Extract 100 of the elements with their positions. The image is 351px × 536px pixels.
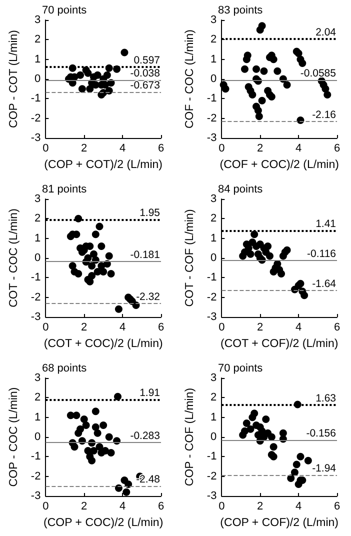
- y-axis-title: COF - COC (L/min): [184, 29, 196, 129]
- x-tick-label: 4: [120, 142, 126, 154]
- ref-line-label: -0.156: [306, 428, 336, 440]
- y-tick-label: -3: [206, 490, 217, 502]
- y-tick-label: 1: [210, 232, 217, 244]
- x-tick-label: 4: [296, 322, 302, 334]
- x-tick-label: 0: [218, 500, 225, 512]
- x-tick-label: 4: [296, 142, 302, 154]
- y-tick-label: -1: [206, 450, 217, 463]
- y-tick-label: 3: [210, 193, 217, 205]
- x-axis-title: (COT + COC)/2 (L/min): [44, 338, 163, 350]
- x-tick-label: 2: [81, 322, 88, 334]
- y-tick-label: -3: [30, 490, 41, 502]
- ref-line-label: 1.91: [140, 386, 160, 399]
- y-tick-label: 2: [34, 392, 41, 404]
- x-tick-label: 4: [296, 500, 302, 512]
- y-tick-label: 3: [34, 193, 41, 205]
- x-tick-label: 0: [218, 322, 225, 334]
- y-tick-label: 0: [34, 252, 41, 264]
- y-tick-label: -2: [30, 470, 41, 482]
- x-tick-label: 6: [334, 500, 340, 512]
- y-tick-label: -2: [206, 291, 217, 304]
- x-tick-label: 0: [42, 500, 49, 512]
- text: 81 points: [42, 184, 88, 196]
- ref-line-label: -0.283: [130, 430, 160, 442]
- ref-line-label: 1.63: [316, 392, 336, 404]
- ref-line-label: 2.04: [316, 26, 336, 38]
- y-tick-label: 2: [34, 34, 41, 46]
- x-axis-title: (COF + COC)/2 (L/min): [220, 158, 340, 171]
- ref-line-label: -1.64: [312, 278, 336, 290]
- ref-line-label: -2.32: [136, 291, 160, 304]
- y-axis-title: COT - COC (L/min): [8, 208, 20, 308]
- ref-line-label: -2.16: [312, 108, 336, 121]
- y-tick-label: 1: [210, 53, 217, 66]
- y-tick-label: -2: [206, 470, 217, 482]
- ref-line-label: -1.94: [312, 462, 336, 475]
- y-tick-label: 0: [210, 252, 217, 264]
- y-tick-label: 0: [210, 431, 217, 443]
- x-tick-label: 6: [158, 322, 164, 334]
- y-tick-label: -3: [206, 311, 217, 323]
- x-axis-title: (COP + COF)/2 (L/min): [220, 516, 339, 529]
- y-tick-label: 0: [34, 73, 41, 85]
- x-tick-label: 4: [120, 322, 126, 334]
- y-tick-label: -1: [206, 272, 217, 284]
- text: 70 points: [42, 4, 88, 16]
- ref-line-label: 1.41: [316, 218, 336, 230]
- ref-line-label: 0.597: [134, 54, 160, 67]
- y-tick-label: -1: [206, 92, 217, 105]
- x-axis-title: (COP + COC)/2 (L/min): [44, 516, 164, 529]
- y-axis-title: COP - COT (L/min): [8, 30, 20, 128]
- y-tick-label: 0: [34, 431, 41, 443]
- ref-line-label: -0.181: [130, 249, 160, 262]
- x-tick-label: 2: [257, 500, 264, 512]
- y-tick-label: 1: [210, 411, 217, 424]
- y-tick-label: 2: [34, 212, 41, 225]
- ref-line-label: -0.116: [307, 248, 336, 260]
- y-tick-label: -3: [30, 311, 41, 323]
- y-axis-title: COP - COF (L/min): [184, 388, 196, 486]
- y-axis-title: COP - COC (L/min): [8, 387, 20, 487]
- y-axis-title: COT - COF (L/min): [184, 209, 196, 307]
- y-tick-label: 3: [34, 372, 41, 384]
- x-axis-title: (COP + COT)/2 (L/min): [44, 158, 163, 171]
- y-tick-label: 3: [210, 14, 217, 26]
- ref-line-label: 1.95: [140, 207, 160, 220]
- y-tick-label: 1: [34, 411, 41, 424]
- y-tick-label: 1: [34, 232, 41, 244]
- y-tick-label: 1: [34, 53, 41, 66]
- text: 84 points: [218, 184, 264, 196]
- y-tick-label: -3: [206, 132, 217, 144]
- y-tick-label: 2: [210, 212, 217, 225]
- x-tick-label: 6: [158, 142, 164, 154]
- ref-line-label: -0.038: [130, 67, 160, 80]
- x-tick-label: 0: [42, 142, 49, 154]
- y-tick-label: 3: [34, 14, 41, 26]
- y-tick-label: -1: [30, 92, 41, 105]
- x-tick-label: 6: [158, 500, 164, 512]
- x-axis-title: (COT + COF)/2 (L/min): [220, 338, 338, 350]
- y-tick-label: 0: [210, 73, 217, 85]
- y-tick-label: 2: [210, 392, 217, 404]
- y-tick-label: 3: [210, 372, 217, 384]
- text: 70 points: [218, 362, 264, 374]
- y-tick-label: -2: [206, 112, 217, 124]
- x-tick-label: 2: [257, 142, 264, 154]
- y-tick-label: -2: [30, 291, 41, 304]
- x-tick-label: 0: [218, 142, 225, 154]
- x-tick-label: 4: [120, 500, 126, 512]
- text: 68 points: [42, 362, 88, 374]
- y-tick-label: -1: [30, 450, 41, 463]
- x-tick-label: 2: [81, 500, 88, 512]
- x-tick-label: 6: [334, 322, 340, 334]
- ref-line-label: -0.673: [130, 80, 160, 92]
- x-tick-label: 2: [81, 142, 88, 154]
- ref-line-label: -0.0585: [300, 68, 336, 80]
- x-tick-label: 0: [42, 322, 49, 334]
- x-tick-label: 6: [334, 142, 340, 154]
- text: 83 points: [218, 4, 264, 16]
- x-tick-label: 2: [257, 322, 264, 334]
- ref-line-label: -2.48: [136, 473, 160, 486]
- y-tick-label: -3: [30, 132, 41, 144]
- y-tick-label: -1: [30, 272, 41, 284]
